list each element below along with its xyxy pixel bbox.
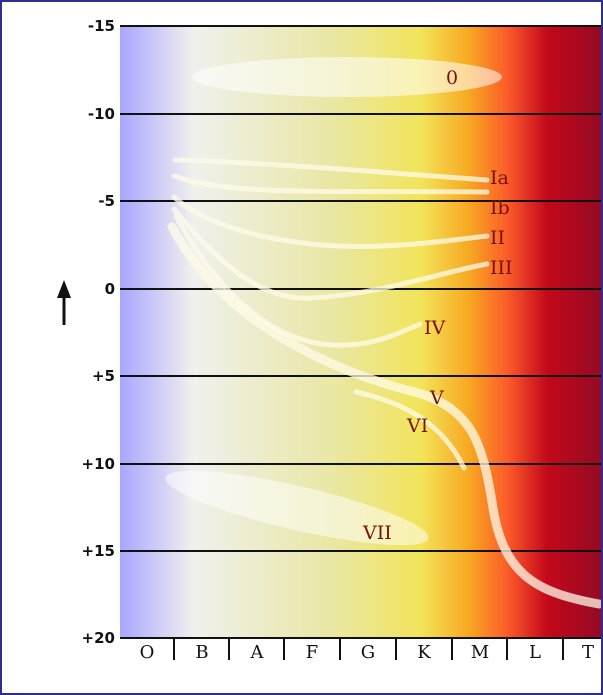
label-class-v: V: [429, 387, 444, 409]
label-class-ii: II: [490, 227, 505, 249]
y-tick-label: +10: [82, 455, 115, 473]
y-tick-label: 0: [105, 280, 115, 298]
band-ia: [172, 157, 490, 183]
y-axis: -15 -10 -5 0 +5 +10 +15 +20: [82, 17, 115, 647]
x-label-a: A: [250, 642, 265, 663]
label-class-0: 0: [446, 67, 458, 89]
y-tick-label: +5: [92, 367, 115, 385]
y-tick-label: -5: [98, 192, 115, 210]
band-vii: [165, 470, 429, 546]
band-iii: [171, 206, 490, 301]
x-axis: O B A F G K M L T: [120, 637, 601, 663]
x-label-g: G: [361, 642, 375, 663]
x-label-t: T: [582, 642, 594, 663]
x-label-f: F: [306, 642, 319, 663]
up-arrow-icon: [57, 280, 71, 325]
band-vi: [353, 389, 467, 471]
y-tick-label: -10: [88, 105, 115, 123]
y-tick-label: -15: [88, 17, 115, 35]
label-class-vii: VII: [362, 522, 392, 544]
y-tick-label: +15: [82, 542, 115, 560]
band-ib: [171, 173, 490, 195]
x-label-o: O: [140, 642, 155, 663]
band-v: [167, 222, 601, 609]
label-class-iv: IV: [424, 317, 446, 339]
label-class-vi: VI: [406, 415, 428, 437]
x-label-b: B: [195, 642, 208, 663]
spectrum-background: [120, 26, 601, 638]
label-class-iii: III: [490, 257, 513, 279]
band-0: [192, 57, 502, 97]
x-label-k: K: [417, 642, 431, 663]
band-ii: [171, 194, 490, 250]
luminosity-bands: [165, 57, 601, 609]
band-iv: [173, 213, 423, 348]
label-class-ia: Ia: [490, 167, 509, 189]
x-label-m: M: [471, 642, 489, 663]
label-class-ib: Ib: [490, 197, 510, 219]
x-label-l: L: [529, 642, 541, 663]
y-tick-label: +20: [82, 629, 115, 647]
